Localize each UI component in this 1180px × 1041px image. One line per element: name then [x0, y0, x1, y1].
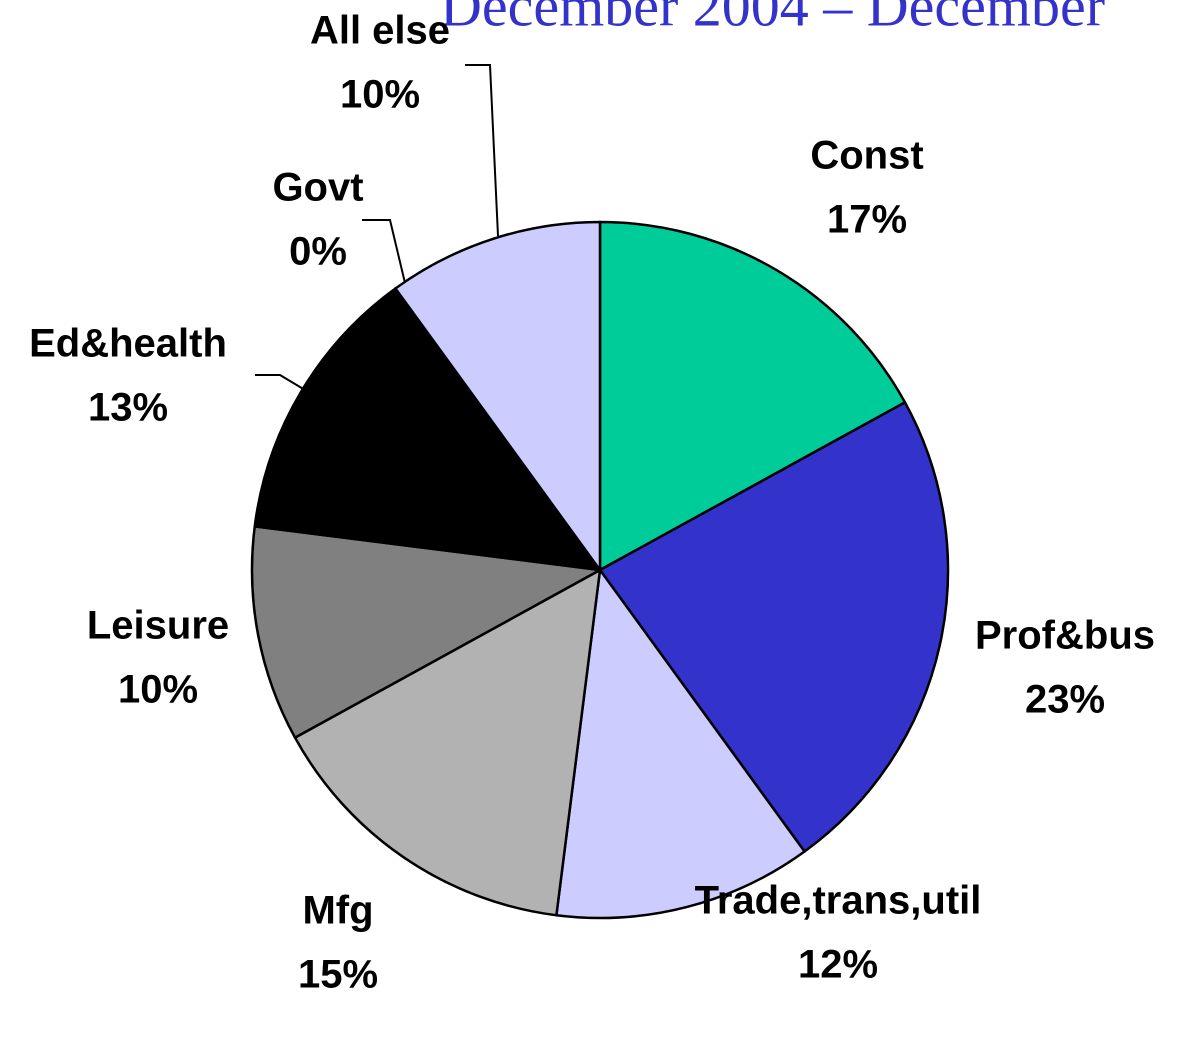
pie-slice	[598, 220, 907, 572]
slice-label: All else	[310, 9, 450, 53]
slice-value-label: 15%	[298, 953, 378, 997]
slice-value-label: 10%	[340, 73, 420, 117]
leader-line	[362, 219, 406, 284]
pie-slice	[598, 401, 950, 853]
slice-value-label: 23%	[1025, 678, 1105, 722]
slice-value-label: 13%	[88, 386, 168, 430]
pie-slice	[394, 220, 602, 572]
slice-value-label: 17%	[827, 198, 907, 242]
slice-label: Mfg	[302, 889, 373, 933]
slice-value-label: 12%	[798, 943, 878, 987]
slice-label: Const	[810, 134, 923, 178]
leader-line	[465, 64, 499, 237]
chart-title: December 2004 – December	[440, 0, 1105, 38]
leader-line	[255, 374, 306, 391]
slice-label: Leisure	[87, 604, 229, 648]
pie-slice	[253, 287, 602, 572]
slice-label: Ed&health	[29, 322, 227, 366]
slice-label: Prof&bus	[975, 614, 1155, 658]
slice-label: Govt	[272, 166, 363, 210]
pie-slice	[250, 525, 602, 739]
slice-value-label: 0%	[289, 230, 347, 274]
slice-value-label: 10%	[118, 668, 198, 712]
pie-slice	[293, 568, 602, 917]
slice-label: Trade,trans,util	[695, 879, 982, 923]
pie-slice	[555, 568, 806, 920]
